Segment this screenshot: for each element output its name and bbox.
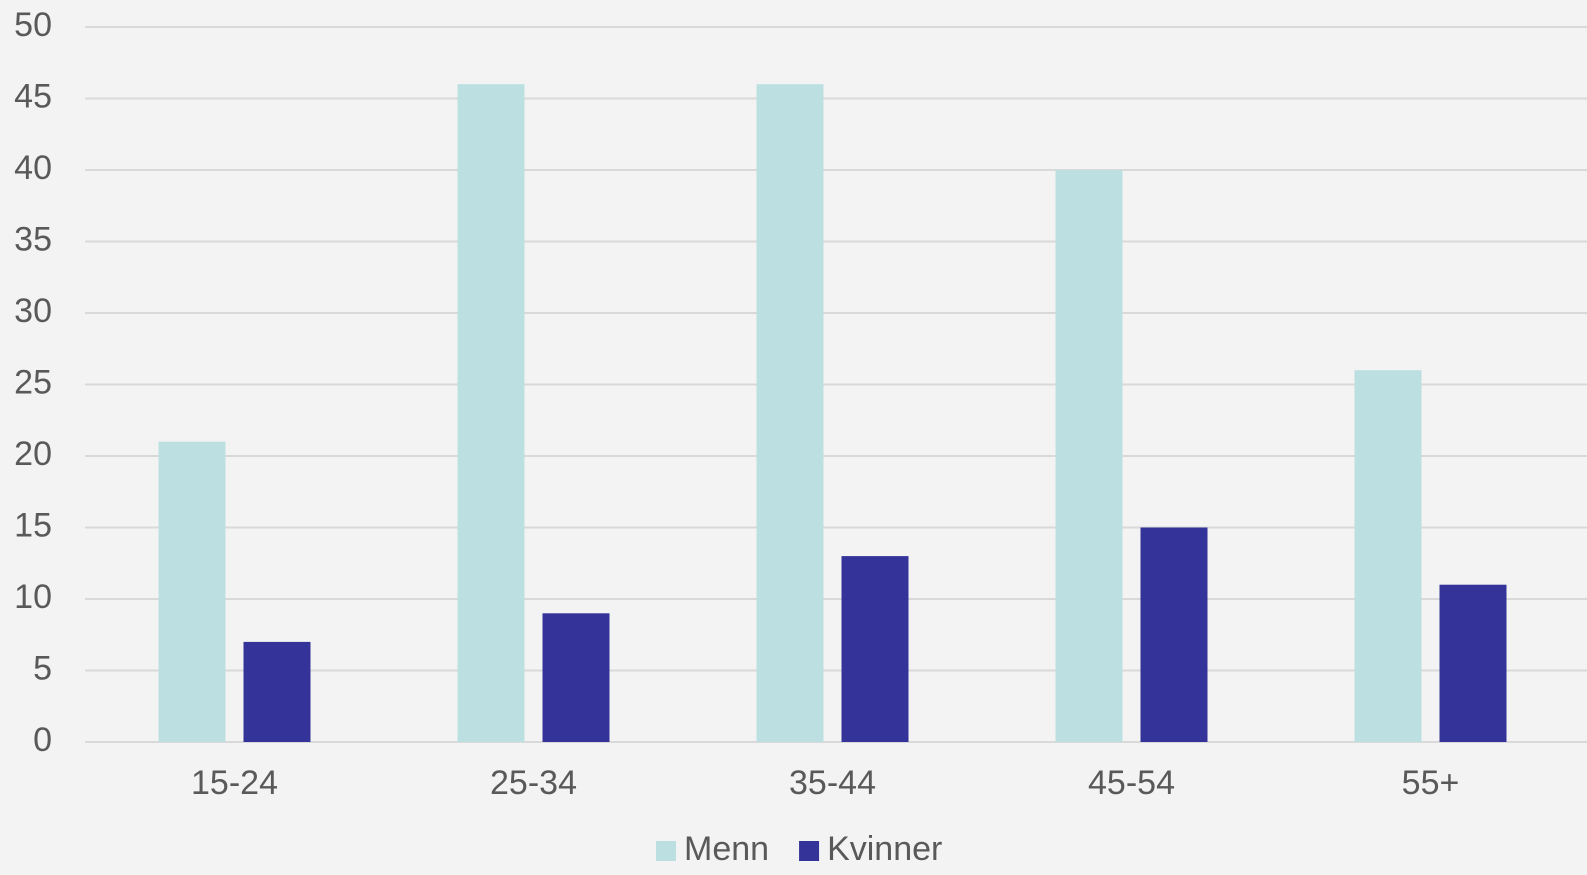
bar [1055,170,1123,742]
y-tick-label: 40 [14,149,52,187]
y-tick-label: 35 [14,220,52,258]
legend-swatch [799,841,820,861]
legend-swatch [656,841,676,861]
legend-label: Kvinner [827,830,942,868]
bar [457,84,525,742]
y-tick-label: 50 [14,6,52,44]
bar [158,441,226,742]
y-tick-label: 30 [14,292,52,330]
y-tick-label: 5 [33,649,52,687]
y-tick-label: 10 [14,578,52,616]
x-tick-label: 55+ [1402,764,1460,802]
bar [841,556,909,742]
bar [542,613,610,742]
y-tick-label: 45 [14,77,52,115]
bar [1140,527,1208,742]
bar [243,641,311,742]
legend-label: Menn [684,830,769,868]
y-tick-label: 25 [14,363,52,401]
y-tick-label: 0 [33,721,52,759]
x-tick-label: 15-24 [191,764,278,802]
bar [1439,584,1507,742]
x-tick-label: 25-34 [490,764,577,802]
y-tick-label: 20 [14,435,52,473]
x-tick-label: 45-54 [1088,764,1175,802]
bar [756,84,824,742]
bar [1354,370,1422,742]
x-tick-label: 35-44 [789,764,876,802]
y-tick-label: 15 [14,506,52,544]
